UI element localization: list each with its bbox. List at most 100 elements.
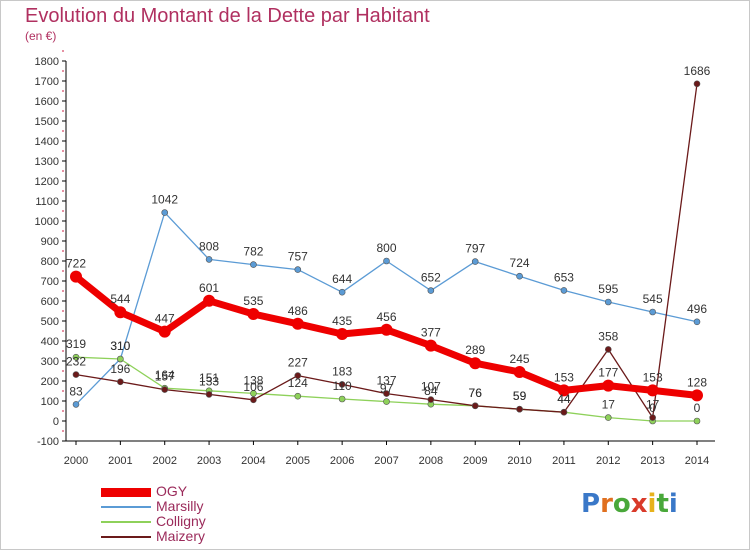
legend-swatch	[101, 506, 151, 508]
data-point	[161, 209, 169, 216]
data-label: 110	[333, 379, 352, 393]
data-point	[158, 325, 171, 338]
y-tick-label: 300	[41, 356, 59, 368]
data-point	[72, 401, 80, 408]
data-label: 137	[376, 374, 396, 388]
data-label: 124	[288, 376, 308, 390]
data-point	[471, 258, 479, 265]
data-point	[646, 384, 659, 397]
data-point	[691, 389, 703, 402]
data-label: 97	[380, 382, 394, 396]
data-label: 358	[598, 329, 618, 343]
data-point	[338, 381, 346, 388]
data-label: 595	[598, 282, 618, 296]
data-label: 808	[199, 239, 219, 253]
x-tick-label: 2004	[241, 455, 265, 467]
y-tick-label: 500	[41, 316, 59, 328]
x-tick-label: 2011	[552, 455, 576, 467]
data-label: 1042	[151, 193, 178, 207]
data-point	[338, 395, 346, 403]
data-point	[383, 257, 390, 265]
data-point	[513, 366, 526, 378]
data-point	[604, 346, 612, 353]
legend-label: Colligny	[156, 513, 206, 529]
data-label: 722	[66, 257, 86, 271]
brand-letter: x	[630, 489, 648, 519]
data-label: 456	[376, 310, 396, 324]
legend-swatch	[101, 521, 151, 523]
data-label: 310	[110, 339, 130, 353]
y-tick-label: 1400	[35, 136, 59, 148]
data-labels: 722 544 447 601 535 486 435 456 377 289 245 153 177 1…	[66, 64, 711, 415]
data-label: 496	[687, 302, 707, 316]
y-tick-label: 1200	[35, 176, 59, 188]
data-label: 153	[643, 370, 663, 384]
data-label: 83	[69, 384, 83, 398]
x-tick-label: 2008	[419, 455, 443, 467]
data-point	[117, 355, 124, 363]
y-tick-label: 1000	[35, 216, 59, 228]
data-point	[72, 371, 80, 378]
legend-label: Maizery	[156, 528, 206, 544]
data-point	[114, 306, 127, 319]
data-label: 17	[646, 398, 660, 412]
y-tick-label: 800	[41, 256, 59, 268]
brand-letter: i	[647, 489, 657, 519]
x-tick-label: 2014	[685, 455, 709, 467]
data-point	[250, 261, 257, 268]
data-point	[117, 378, 124, 386]
data-label: 0	[649, 401, 656, 415]
x-tick-label: 2001	[108, 455, 132, 467]
x-tick-label: 2007	[374, 455, 398, 467]
brand-letter: P	[581, 489, 601, 519]
data-label: 196	[110, 362, 130, 376]
data-point	[70, 270, 82, 283]
data-point	[205, 256, 213, 263]
data-label: 782	[243, 245, 263, 259]
x-tick-label: 2003	[197, 455, 221, 467]
data-label: 486	[288, 304, 308, 318]
brand-letter: o	[612, 489, 631, 519]
data-label: 797	[465, 242, 485, 256]
data-label: 164	[155, 368, 175, 382]
data-point	[203, 294, 216, 307]
y-tick-label: 1100	[35, 196, 59, 208]
data-point	[471, 402, 479, 410]
chart-title: Evolution du Montant de la Dette par Hab…	[25, 5, 430, 27]
data-label: 107	[421, 380, 441, 394]
y-tick-label: -100	[37, 436, 59, 448]
data-label: 59	[513, 389, 527, 403]
brand-logo: Proxiti	[581, 489, 678, 519]
data-point	[469, 357, 482, 370]
data-label: 544	[110, 292, 130, 306]
data-label: 545	[643, 292, 663, 306]
x-tick-label: 2000	[64, 455, 88, 467]
data-label: 1686	[684, 64, 711, 78]
data-label: 76	[469, 386, 483, 400]
data-label: 644	[332, 272, 352, 286]
data-point	[693, 80, 701, 88]
data-label: 289	[465, 343, 485, 357]
legend-swatch	[101, 488, 151, 497]
data-point	[557, 384, 570, 397]
legend-label: Marsilly	[156, 498, 204, 514]
y-tick-label: 1500	[35, 116, 59, 128]
data-label: 757	[288, 250, 308, 264]
axes: -100010020030040050060070080090010001100…	[35, 50, 715, 467]
legend-swatch	[101, 536, 151, 538]
data-label: 601	[199, 281, 219, 295]
brand-letter: r	[600, 489, 613, 519]
data-point	[336, 328, 349, 340]
data-label: 447	[155, 312, 175, 326]
data-point	[338, 288, 346, 296]
data-label: 138	[243, 373, 263, 387]
legend-label: OGY	[156, 483, 188, 499]
y-tick-label: 900	[41, 236, 59, 248]
data-point	[294, 372, 302, 379]
data-label: 177	[598, 366, 618, 380]
x-tick-label: 2005	[286, 455, 310, 467]
x-tick-label: 2010	[507, 455, 531, 467]
data-point	[693, 417, 701, 425]
data-label: 106	[243, 380, 263, 394]
